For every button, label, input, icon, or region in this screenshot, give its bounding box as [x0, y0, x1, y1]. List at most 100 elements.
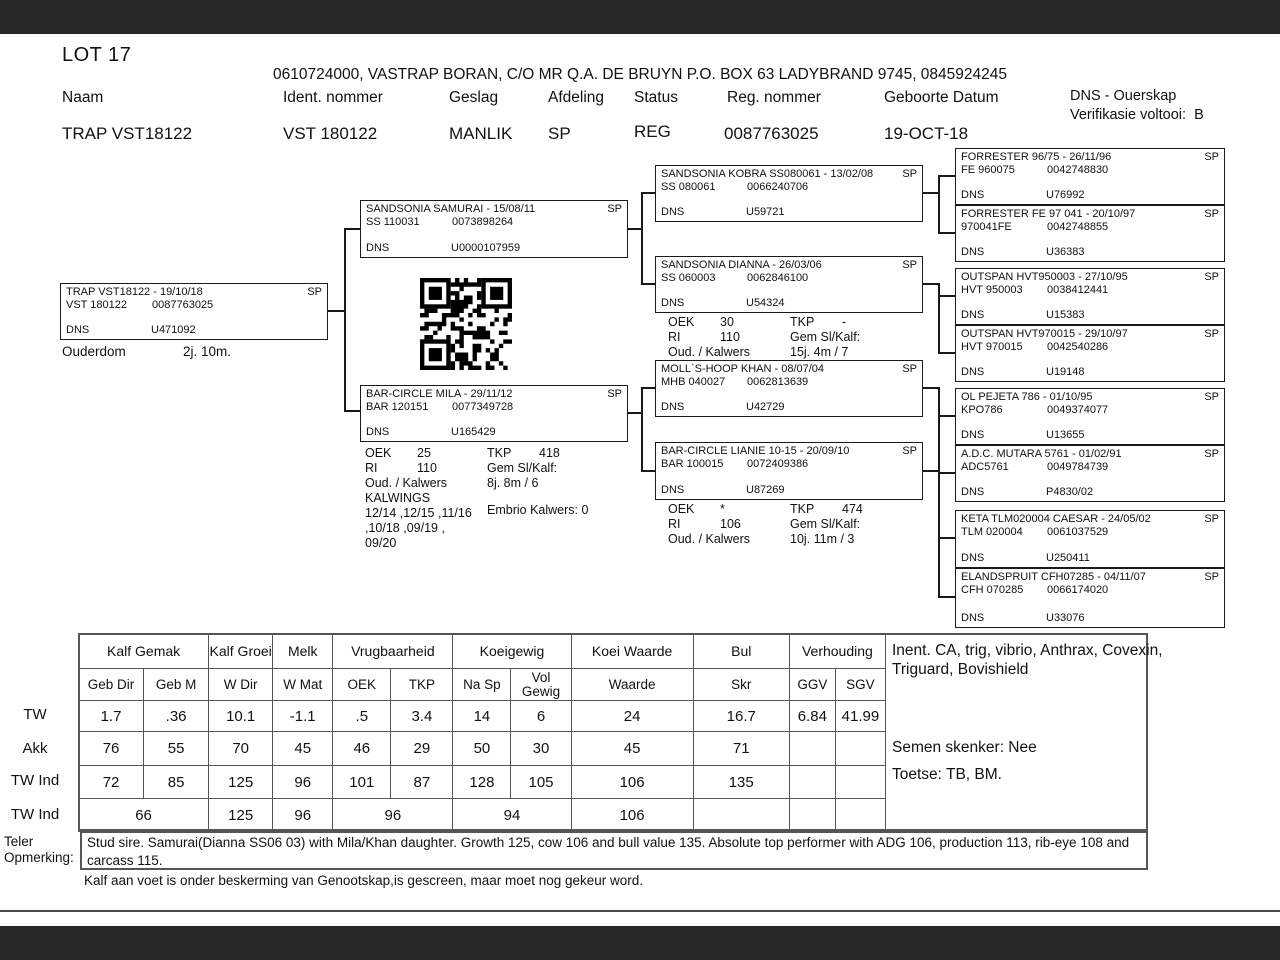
group-bul: Bul	[692, 633, 790, 669]
ebv-cell-merged: 66	[77, 798, 210, 832]
animal-id: FE 960075	[961, 164, 1015, 176]
pedigree-box-ggp-2: FORRESTER FE 97 041 - 20/10/97 SP 970041F…	[955, 205, 1225, 262]
gem-sl-kalf-label: Gem Sl/Kalf:	[790, 330, 861, 344]
ebv-cell: 45	[272, 731, 334, 766]
pedigree-connector	[938, 175, 955, 177]
ri-label: RI	[668, 330, 681, 344]
pedigree-connector	[938, 295, 955, 297]
animal-name: FORRESTER 96/75 - 26/11/96	[961, 151, 1112, 163]
header-label-naam: Naam	[62, 89, 104, 106]
ri-label: RI	[668, 517, 681, 531]
animal-id: HVT 970015	[961, 341, 1023, 353]
info-toetse: Toetse: TB, BM.	[892, 766, 1002, 783]
animal-reg: 0038412441	[1047, 284, 1109, 296]
ebv-cell: 55	[143, 731, 210, 766]
group-melk: Melk	[272, 633, 334, 669]
ebv-cell	[692, 798, 790, 832]
animal-name: OUTSPAN HVT970015 - 29/10/97	[961, 328, 1128, 340]
dns-value: U15383	[1046, 309, 1085, 321]
pedigree-connector	[628, 228, 642, 230]
pedigree-connector	[938, 232, 955, 234]
pedigree-connector	[628, 412, 642, 414]
paternal-granddam-stats: OEK 30 RI 110 Oud. / Kalwers	[668, 315, 750, 360]
ebv-cell: 1.7	[77, 700, 145, 732]
dns-label: DNS	[661, 484, 685, 496]
oek-label: OEK	[668, 315, 695, 329]
animal-reg: 0061037529	[1047, 526, 1109, 538]
kalwings-line: 09/20	[365, 536, 397, 550]
pedigree-connector	[344, 228, 360, 230]
animal-name: A.D.C. MUTARA 5761 - 01/02/91	[961, 448, 1122, 460]
oek-value: 25	[417, 446, 431, 460]
animal-id: ADC5761	[961, 461, 1009, 473]
ebv-cell: 3.4	[390, 700, 454, 732]
ebv-cell	[788, 798, 836, 832]
ebv-cell: 85	[143, 765, 210, 799]
animal-id: SS 110031	[366, 216, 420, 228]
gem-sl-kalf-value: 15j. 4m / 7	[790, 345, 849, 359]
pedigree-box-ggp-7: KETA TLM020004 CAESAR - 24/05/02 SP TLM 0…	[955, 510, 1225, 568]
subheader: W Mat	[272, 668, 334, 701]
tkp-label: TKP	[790, 502, 815, 516]
dns-ouerskap-line2: Verifikasie voltooi: B	[1070, 107, 1204, 123]
ebv-cell: 24	[570, 700, 694, 732]
owner-line: 0610724000, VASTRAP BORAN, C/O MR Q.A. D…	[272, 66, 1008, 83]
dns-label: DNS	[961, 486, 985, 498]
pedigree-box-paternal-grandsire: SANDSONIA KOBRA SS080061 - 13/02/08 SP SS…	[655, 165, 923, 222]
kalwings-line: ,10/18 ,09/19 ,	[365, 521, 445, 535]
dam-stats: OEK 25 RI 110 Oud. / Kalwers KALWINGS 12/1…	[365, 446, 472, 551]
ri-value: 110	[417, 461, 437, 475]
animal-reg: 0062813639	[747, 376, 809, 388]
pedigree-connector	[641, 192, 655, 194]
animal-id: BAR 120151	[366, 401, 429, 413]
pedigree-box-animal: TRAP VST18122 - 19/10/18 SP VST 180122 008…	[60, 283, 328, 340]
gem-sl-kalf-label: Gem Sl/Kalf:	[790, 517, 861, 531]
pedigree-connector	[938, 387, 940, 474]
subheader: TKP	[390, 668, 454, 701]
pedigree-box-ggp-4: OUTSPAN HVT970015 - 29/10/97 SP HVT 97001…	[955, 325, 1225, 382]
animal-reg: 0042748855	[1047, 221, 1109, 233]
pedigree-box-ggp-6: A.D.C. MUTARA 5761 - 01/02/91 SP ADC5761 0…	[955, 445, 1225, 502]
header-value-status: REG	[634, 122, 671, 141]
dns-label: DNS	[661, 297, 685, 309]
pedigree-connector	[923, 192, 939, 194]
ebv-cell: 135	[692, 765, 790, 799]
dns-value: U76992	[1046, 189, 1085, 201]
gem-sl-kalf-label: Gem Sl/Kalf:	[487, 461, 558, 475]
animal-name: SANDSONIA DIANNA - 26/03/06	[661, 259, 822, 271]
pedigree-connector	[641, 387, 655, 389]
ebv-cell: 125	[208, 765, 274, 799]
ebv-cell: 96	[272, 798, 334, 832]
animal-name: ELANDSPRUIT CFH07285 - 04/11/07	[961, 571, 1146, 583]
ri-value: 106	[720, 517, 741, 531]
sp-flag: SP	[902, 168, 917, 180]
ebv-cell	[788, 731, 836, 766]
row-label-akk: Akk	[22, 740, 48, 757]
ebv-cell: 6	[510, 700, 572, 732]
subheader: SGV	[834, 668, 887, 701]
animal-id: VST 180122	[66, 299, 127, 311]
tkp-label: TKP	[790, 315, 815, 329]
dns-label: DNS	[661, 401, 685, 413]
subheader: Waarde	[570, 668, 694, 701]
header-label-geboorte: Geboorte Datum	[884, 89, 999, 106]
sp-flag: SP	[1204, 391, 1219, 403]
header-label-geslag: Geslag	[449, 89, 499, 106]
oud-kalwers-label: Oud. / Kalwers	[668, 532, 750, 546]
header-label-status: Status	[634, 89, 678, 106]
tkp-value: -	[842, 315, 847, 329]
ebv-cell: -1.1	[272, 700, 334, 732]
pedigree-connector	[938, 352, 955, 354]
ebv-cell: 101	[332, 765, 392, 799]
ebv-cell: 87	[390, 765, 454, 799]
ri-label: RI	[365, 461, 378, 475]
dns-value: U19148	[1046, 366, 1085, 378]
pedigree-connector	[328, 310, 345, 312]
ebv-cell: 10.1	[208, 700, 274, 732]
pedigree-box-dam: BAR-CIRCLE MILA - 29/11/12 SP BAR 120151 0…	[360, 385, 628, 442]
pedigree-box-ggp-3: OUTSPAN HVT950003 - 27/10/95 SP HVT 95000…	[955, 268, 1225, 325]
ebv-cell: 70	[208, 731, 274, 766]
paternal-granddam-stats-right: TKP - Gem Sl/Kalf: 15j. 4m / 7	[790, 315, 860, 360]
ebv-cell: 76	[77, 731, 145, 766]
